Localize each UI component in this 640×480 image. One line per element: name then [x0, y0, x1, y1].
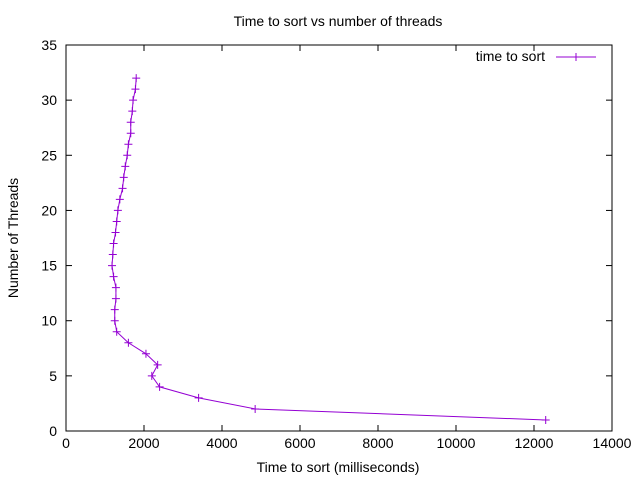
- data-point: [109, 272, 118, 281]
- series-layer: [108, 74, 550, 424]
- x-tick-label: 6000: [284, 435, 315, 451]
- data-point: [111, 294, 120, 303]
- data-point: [110, 305, 119, 314]
- y-tick-label: 20: [41, 202, 57, 218]
- data-point: [131, 85, 140, 94]
- data-point: [112, 327, 121, 336]
- series-line: [111, 78, 546, 421]
- legend-marker-plus: [572, 53, 580, 61]
- data-point: [110, 316, 119, 325]
- data-point: [132, 74, 141, 83]
- data-point: [124, 338, 133, 347]
- data-point: [109, 239, 118, 248]
- x-axis: 0 2000 4000 6000 8000 10000 12000 14000: [62, 45, 632, 451]
- y-tick-label: 0: [49, 423, 57, 439]
- y-axis-label: Number of Threads: [5, 178, 21, 298]
- x-tick-label: 4000: [206, 435, 237, 451]
- data-point: [113, 206, 122, 215]
- legend: time to sort: [476, 48, 596, 64]
- y-tick-label: 5: [49, 368, 57, 384]
- data-point: [155, 382, 164, 391]
- data-point: [126, 118, 135, 127]
- x-axis-label: Time to sort (milliseconds): [257, 459, 420, 475]
- y-tick-label: 10: [41, 313, 57, 329]
- data-point: [111, 228, 120, 237]
- data-point: [141, 349, 150, 358]
- data-point: [121, 162, 130, 171]
- y-tick-label: 15: [41, 258, 57, 274]
- legend-label: time to sort: [476, 48, 545, 64]
- data-point: [115, 195, 124, 204]
- x-tick-label: 2000: [128, 435, 159, 451]
- data-point: [108, 261, 117, 270]
- data-point: [541, 415, 550, 424]
- data-point: [108, 250, 117, 259]
- y-tick-label: 30: [41, 92, 57, 108]
- y-tick-label: 35: [41, 37, 57, 53]
- legend-marker: [572, 53, 580, 61]
- x-tick-label: 0: [62, 435, 70, 451]
- plot-frame: [65, 44, 613, 432]
- y-tick-label: 25: [41, 147, 57, 163]
- x-tick-label: 14000: [593, 435, 632, 451]
- x-tick-label: 8000: [362, 435, 393, 451]
- data-point: [147, 371, 156, 380]
- data-point: [194, 393, 203, 402]
- data-point: [111, 283, 120, 292]
- data-point: [129, 96, 138, 105]
- data-point: [126, 129, 135, 138]
- x-tick-label: 12000: [515, 435, 554, 451]
- x-tick-label: 10000: [437, 435, 476, 451]
- data-point: [153, 360, 162, 369]
- data-point: [112, 217, 121, 226]
- data-point: [118, 184, 127, 193]
- data-point: [128, 107, 137, 116]
- chart-title: Time to sort vs number of threads: [234, 13, 443, 29]
- y-axis: 0 5 10 15 20 25 30 35: [41, 37, 612, 439]
- data-point: [124, 140, 133, 149]
- data-point: [123, 151, 132, 160]
- data-point: [119, 173, 128, 182]
- data-point: [251, 404, 260, 413]
